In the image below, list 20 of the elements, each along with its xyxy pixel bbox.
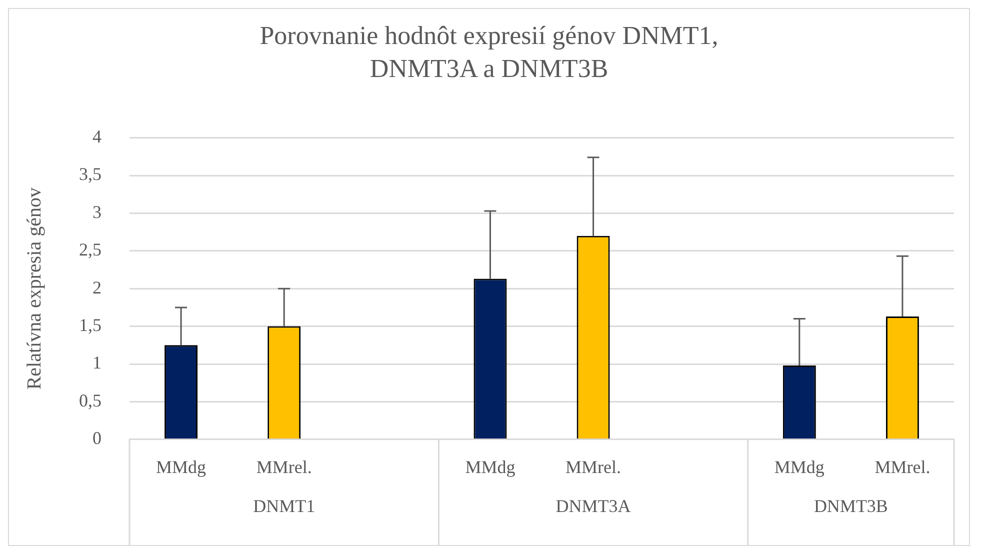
y-tick-label: 0 [92, 428, 102, 448]
x-tick-label: MMrel. [874, 456, 930, 477]
text: DNMT1 [253, 496, 316, 516]
y-tick-label: 4 [92, 126, 102, 147]
x-tick-label: MMrel. [566, 456, 622, 477]
y-tick-label: 2,5 [79, 240, 102, 260]
x-tick-label: MMdg [774, 456, 824, 477]
y-tick-label: 1,5 [79, 315, 102, 336]
y-tick-label: 0,5 [79, 390, 102, 410]
y-tick-label: 2 [92, 277, 102, 298]
y-axis-title: Relatívna expresia génov [23, 188, 46, 390]
y-tick-label: 3 [92, 202, 102, 222]
text: DNMT3B [814, 496, 888, 516]
y-tick-label: 3,5 [79, 164, 102, 184]
x-tick-label: MMdg [465, 456, 516, 477]
x-tick-label: MMrel. [256, 456, 312, 477]
text: DNMT3A [556, 496, 631, 516]
x-tick-label: MMdg [156, 456, 206, 477]
chart-title: Porovnanie hodnôt expresií génov DNMT1, DNMT3A a DNMT3B [258, 20, 720, 85]
y-tick-label: 1 [92, 352, 102, 373]
